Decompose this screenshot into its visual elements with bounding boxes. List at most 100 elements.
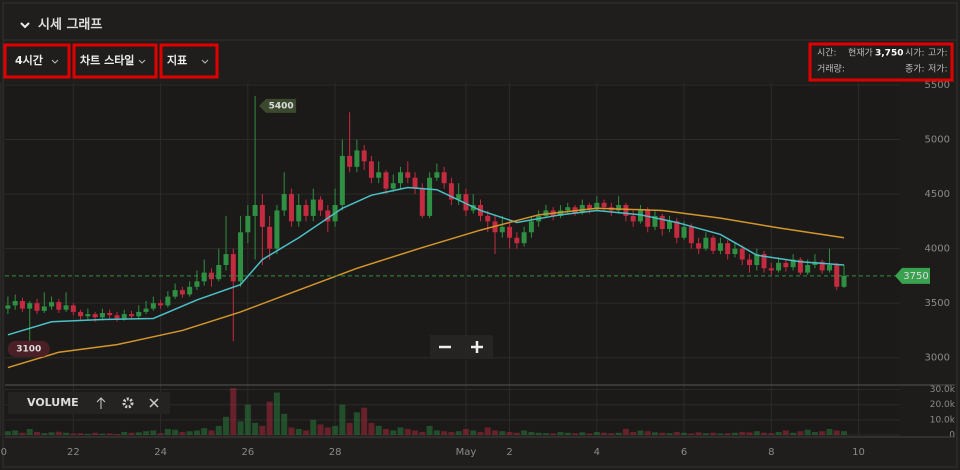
- volume-bar: [223, 416, 230, 435]
- candle-body: [78, 311, 84, 317]
- candle-body: [179, 290, 185, 295]
- candle-body: [318, 199, 324, 211]
- volume-bar: [768, 433, 775, 435]
- candle-body: [296, 205, 302, 222]
- candle-body: [158, 303, 164, 306]
- volume-bar: [637, 430, 644, 435]
- candle-body: [434, 172, 440, 178]
- candle-body: [761, 254, 767, 269]
- close-icon[interactable]: [149, 398, 159, 408]
- volume-bar: [259, 425, 266, 435]
- volume-bar: [244, 404, 251, 435]
- volume-bar: [484, 427, 491, 435]
- volume-bar: [601, 432, 608, 435]
- candle-body: [245, 215, 251, 233]
- candle-body: [521, 232, 527, 244]
- volume-bar: [317, 424, 324, 435]
- volume-bar: [143, 431, 150, 435]
- candle-body: [230, 254, 236, 282]
- info-high: 고가:: [928, 48, 948, 59]
- candle-body: [107, 313, 113, 316]
- candle-body: [216, 265, 222, 280]
- volume-bar: [332, 425, 339, 435]
- candle-body: [267, 226, 273, 249]
- candle-body: [747, 259, 753, 265]
- volume-bar: [41, 433, 48, 435]
- candle-body: [274, 210, 280, 249]
- volume-bar: [804, 429, 811, 435]
- candle-body: [768, 268, 774, 271]
- volume-bar: [128, 432, 135, 435]
- volume-bar: [397, 427, 404, 435]
- zoom-control: [430, 335, 493, 359]
- volume-bar: [673, 431, 680, 435]
- candle-body: [456, 194, 462, 200]
- volume-bar: [106, 433, 113, 435]
- chart-style-button[interactable]: 차트 스타일: [80, 53, 134, 67]
- candle-body: [238, 232, 244, 282]
- candle-body: [419, 188, 425, 216]
- candle-body: [652, 215, 658, 227]
- y-tick-label: 3000: [925, 353, 950, 364]
- x-tick-label: 24: [154, 447, 167, 458]
- volume-bar: [77, 433, 84, 435]
- volume-bar: [281, 413, 288, 435]
- candle-body: [688, 226, 694, 244]
- highlight: [159, 43, 219, 79]
- volume-bar: [288, 427, 295, 435]
- candle-body: [92, 314, 98, 318]
- x-tick-label: 20: [0, 447, 7, 458]
- settings-icon[interactable]: [122, 397, 134, 409]
- info-time: 시간:: [817, 48, 837, 59]
- volume-bar: [579, 432, 586, 435]
- candle-body: [325, 210, 331, 222]
- volume-bar: [193, 430, 200, 435]
- x-tick-label: 8: [768, 447, 774, 458]
- candle-body: [27, 303, 33, 309]
- highlight-boxes: [3, 42, 954, 82]
- volume-bar: [361, 407, 368, 435]
- candle-body: [754, 254, 760, 265]
- candle-body: [194, 281, 200, 287]
- volume-bar: [499, 431, 506, 435]
- candle-body: [412, 177, 418, 189]
- volume-bar: [542, 433, 549, 435]
- volume-bar: [681, 432, 688, 435]
- candle-body: [579, 205, 585, 213]
- candle-body: [288, 194, 294, 222]
- candle-body: [376, 172, 382, 178]
- volume-bar: [506, 431, 513, 435]
- collapse-icon[interactable]: [20, 22, 30, 29]
- zoom-in[interactable]: [471, 341, 483, 353]
- candle-body: [405, 172, 411, 178]
- volume-bar: [92, 432, 99, 435]
- candle-body: [165, 296, 171, 306]
- candle-body: [667, 221, 673, 229]
- candle-body: [34, 303, 40, 311]
- move-up-icon[interactable]: [96, 397, 106, 409]
- candle-body: [281, 194, 287, 211]
- volume-bar: [266, 401, 273, 435]
- volume-bar: [99, 433, 106, 435]
- candle-body: [398, 172, 404, 184]
- high-marker-tag: [259, 98, 297, 113]
- volume-bar: [521, 430, 528, 435]
- volume-bar: [470, 430, 477, 435]
- volume-bar: [84, 433, 91, 435]
- info-low: 저가:: [928, 64, 948, 75]
- candle-body: [776, 262, 782, 271]
- candle-body: [659, 215, 665, 229]
- candle-body: [616, 205, 622, 211]
- volume-bar: [63, 432, 70, 435]
- volume-bar: [746, 432, 753, 435]
- candle-body: [49, 302, 55, 307]
- interval-button[interactable]: 4시간: [15, 53, 43, 67]
- volume-bar: [717, 433, 724, 435]
- volume-bar: [535, 432, 542, 435]
- highlight: [3, 43, 71, 79]
- candle-body: [19, 301, 25, 309]
- volume-bar: [412, 430, 419, 435]
- volume-bar: [339, 404, 346, 435]
- indicator-button[interactable]: 지표: [167, 53, 187, 67]
- candle-body: [172, 290, 178, 297]
